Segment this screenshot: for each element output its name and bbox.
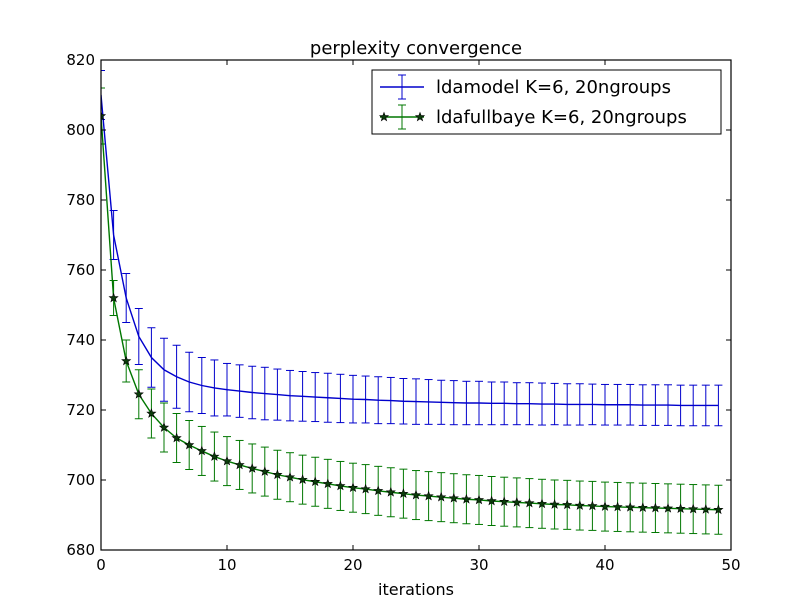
legend-item-2: ldafullbaye K=6, 20ngroups (378, 104, 687, 130)
data-point (284, 471, 296, 482)
data-point (599, 501, 611, 511)
data-point (196, 445, 207, 456)
y-tick-label: 760 (66, 261, 95, 279)
data-point (234, 459, 245, 470)
y-tick-label: 800 (66, 121, 95, 139)
data-point (625, 501, 636, 512)
y-axis: 680 700 720 740 760 780 800 820 (66, 51, 731, 559)
data-point (108, 292, 119, 303)
y-tick-label: 680 (66, 541, 95, 559)
data-point (713, 504, 724, 515)
x-tick-label: 40 (595, 556, 614, 574)
data-point (373, 485, 384, 496)
data-point (549, 499, 560, 509)
data-point (410, 489, 422, 500)
chart-title: perplexity convergence (310, 38, 522, 59)
x-tick-label: 10 (217, 556, 236, 574)
legend-label: ldafullbaye K=6, 20ngroups (436, 107, 687, 128)
data-point (360, 483, 371, 494)
legend: ldamodel K=6, 20ngroups ldafullbaye K=6, … (371, 69, 722, 135)
plot-area-frame (100, 59, 732, 551)
x-tick-label: 50 (721, 556, 740, 574)
series-2 (101, 87, 724, 535)
data-point (473, 494, 485, 505)
data-point (310, 476, 321, 487)
x-tick-label: 0 (96, 556, 106, 574)
data-point (637, 502, 648, 512)
data-point (688, 503, 699, 514)
x-tick-label: 30 (469, 556, 488, 574)
data-point (499, 496, 510, 507)
data-point (574, 500, 585, 510)
data-point (259, 466, 270, 476)
data-point (297, 474, 308, 484)
data-point (675, 503, 686, 514)
legend-label: ldamodel K=6, 20ngroups (436, 77, 671, 98)
x-axis: 0 10 20 30 40 50 (96, 60, 741, 574)
data-point (335, 480, 346, 491)
data-point (562, 499, 573, 510)
x-axis-label: iterations (378, 580, 454, 599)
legend-marker (378, 111, 390, 122)
series-1 (101, 70, 723, 427)
data-point (133, 388, 144, 399)
legend-frame (371, 69, 722, 135)
y-tick-label: 780 (66, 191, 95, 209)
data-point (511, 497, 522, 507)
data-point (322, 478, 333, 489)
data-point (121, 355, 132, 366)
data-point (448, 492, 459, 503)
data-point (612, 501, 623, 512)
data-point (700, 504, 711, 514)
x-tick-label: 20 (343, 556, 362, 574)
series-layer (101, 70, 724, 535)
data-point (486, 495, 497, 506)
legend-item-1: ldamodel K=6, 20ngroups (380, 74, 671, 100)
data-point (347, 482, 359, 493)
data-point (436, 491, 447, 502)
data-point (221, 455, 233, 466)
data-point (423, 490, 434, 501)
data-point (662, 502, 674, 513)
y-tick-label: 820 (66, 51, 95, 69)
series-line (101, 94, 719, 407)
data-point (101, 110, 107, 121)
data-point (184, 439, 195, 450)
y-tick-label: 740 (66, 331, 95, 349)
y-tick-label: 700 (66, 471, 95, 489)
data-point (461, 493, 472, 504)
data-point (650, 502, 661, 513)
data-point (247, 463, 258, 473)
series-line (101, 115, 719, 511)
data-point (209, 451, 220, 461)
data-point (272, 469, 283, 480)
y-tick-label: 720 (66, 401, 95, 419)
data-point (146, 408, 157, 418)
data-point (385, 486, 396, 497)
data-point (587, 500, 598, 511)
data-point (398, 488, 409, 498)
data-point (536, 498, 548, 509)
data-point (524, 497, 535, 508)
data-point (158, 422, 170, 432)
legend-marker (414, 111, 426, 122)
data-point (171, 432, 182, 443)
